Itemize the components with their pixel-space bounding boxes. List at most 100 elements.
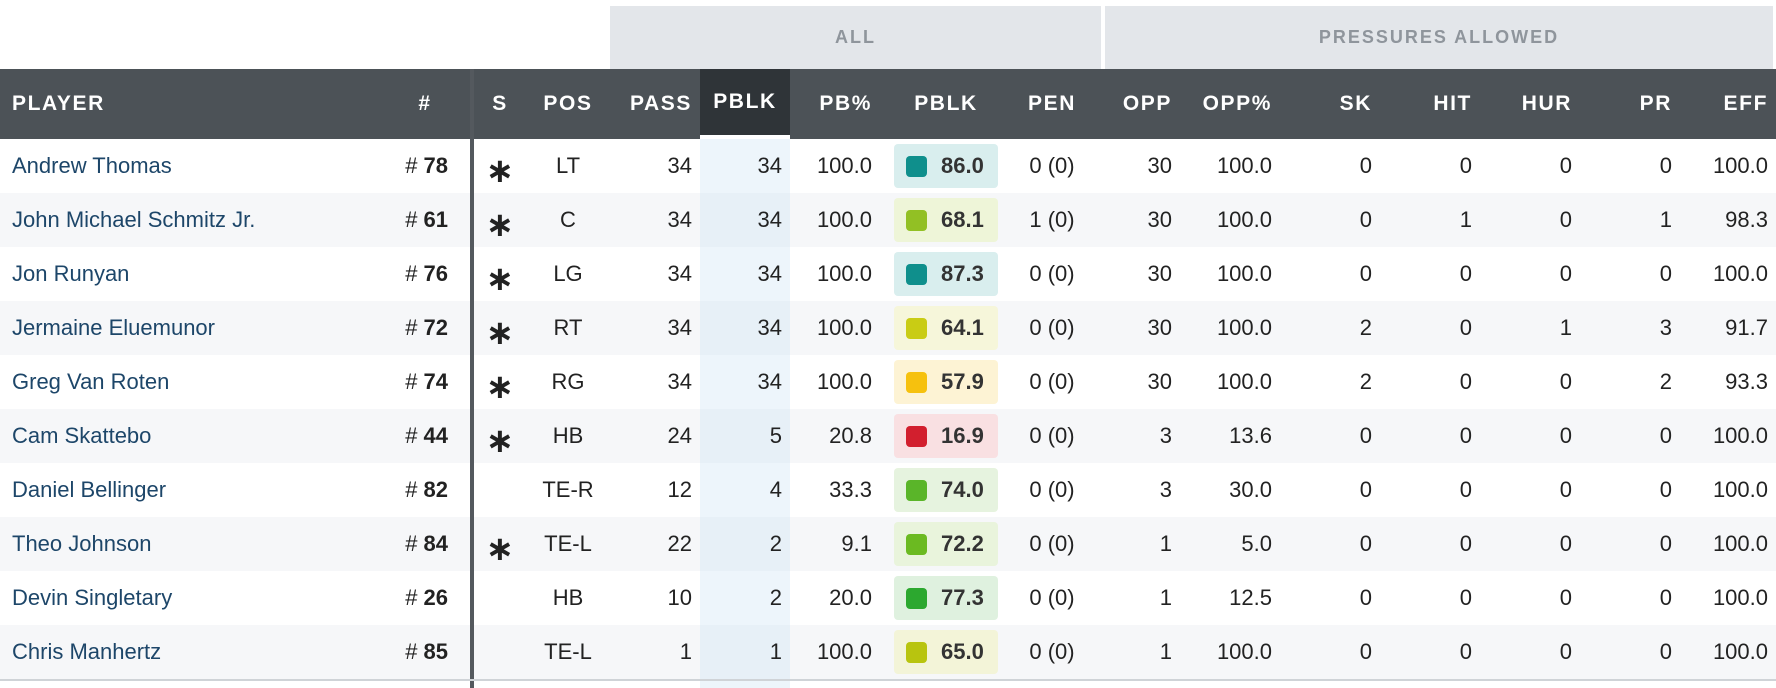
player-name-link[interactable]: Greg Van Roten xyxy=(12,369,170,394)
starter-marker: ∗ xyxy=(485,314,515,352)
starter-marker: ∗ xyxy=(485,206,515,244)
starter-marker xyxy=(474,571,526,625)
pb-pct: 100.0 xyxy=(816,207,872,232)
col-header-sk[interactable]: SK xyxy=(1339,92,1372,115)
player-name-link[interactable]: Jon Runyan xyxy=(12,261,130,286)
pass-snaps: 10 xyxy=(667,585,692,610)
penalties: 0 (0) xyxy=(1029,585,1075,610)
table-header: PLAYER # S POS PASS PBLK PB% PBLK PEN OP… xyxy=(0,69,1776,139)
opp: 1 xyxy=(1159,639,1172,664)
penalties: 0 (0) xyxy=(1029,531,1075,556)
starter-marker xyxy=(474,625,526,679)
col-header-pass[interactable]: PASS xyxy=(629,92,692,115)
pb-pct: 9.1 xyxy=(841,531,872,556)
table-row: Daniel Bellinger #82 TE-R 12 4 33.3 74.0… xyxy=(0,463,1776,517)
hits: 0 xyxy=(1459,369,1472,394)
efficiency: 98.3 xyxy=(1725,207,1768,232)
sorted-cell-bg xyxy=(700,355,790,409)
pblk-snaps: 34 xyxy=(757,153,782,178)
col-header-number[interactable]: # xyxy=(418,92,432,115)
pb-pct: 100.0 xyxy=(816,369,872,394)
pblk-snaps: 34 xyxy=(757,261,782,286)
table-row: Andrew Thomas #78 ∗ LT 34 34 100.0 86.0 … xyxy=(0,139,1776,193)
opp: 30 xyxy=(1147,315,1172,340)
table-row: Chris Manhertz #85 TE-L 1 1 100.0 65.0 0… xyxy=(0,625,1776,679)
pblk-snaps: 5 xyxy=(769,423,782,448)
hurries: 0 xyxy=(1559,531,1572,556)
player-name-link[interactable]: Theo Johnson xyxy=(12,531,152,556)
pass-snaps: 24 xyxy=(667,423,692,448)
player-name-link[interactable]: Jermaine Eluemunor xyxy=(12,315,215,340)
pb-pct: 100.0 xyxy=(816,153,872,178)
grade-color-square xyxy=(906,641,927,663)
pass-snaps: 34 xyxy=(667,369,692,394)
opp: 3 xyxy=(1159,423,1172,448)
grade-badge: 74.0 xyxy=(894,468,998,512)
hurries: 0 xyxy=(1559,639,1572,664)
hurries: 0 xyxy=(1559,369,1572,394)
sacks: 2 xyxy=(1359,369,1372,394)
jersey-number: #85 xyxy=(405,639,448,664)
opp-pct: 30.0 xyxy=(1229,477,1272,502)
starter-marker: ∗ xyxy=(485,368,515,406)
col-header-pblk-sorted[interactable]: PBLK xyxy=(700,69,790,139)
col-header-opp-pct[interactable]: OPP% xyxy=(1202,92,1272,115)
sorted-cell-bg xyxy=(700,193,790,247)
col-header-pos[interactable]: POS xyxy=(543,92,593,115)
penalties: 0 (0) xyxy=(1029,315,1075,340)
col-header-player[interactable]: PLAYER xyxy=(12,92,105,115)
sacks: 0 xyxy=(1359,477,1372,502)
sorted-cell-bg xyxy=(700,409,790,463)
col-header-pb-pct[interactable]: PB% xyxy=(819,92,872,115)
sorted-cell-bg xyxy=(700,463,790,517)
column-group-header: ALL PRESSURES ALLOWED xyxy=(0,6,1776,69)
pass-snaps: 34 xyxy=(667,153,692,178)
opp-pct: 5.0 xyxy=(1241,531,1272,556)
player-name-link[interactable]: Andrew Thomas xyxy=(12,153,172,178)
opp: 3 xyxy=(1159,477,1172,502)
player-name-link[interactable]: Daniel Bellinger xyxy=(12,477,167,502)
grade-color-square xyxy=(906,371,927,393)
col-header-hur[interactable]: HUR xyxy=(1521,92,1572,115)
player-name-link[interactable]: Devin Singletary xyxy=(12,585,173,610)
col-header-pblk-grade[interactable]: PBLK xyxy=(914,92,978,115)
pblk-snaps: 2 xyxy=(769,531,782,556)
penalties: 0 (0) xyxy=(1029,477,1075,502)
grade-value: 72.2 xyxy=(941,531,984,556)
col-header-pen[interactable]: PEN xyxy=(1028,92,1076,115)
hurries: 0 xyxy=(1559,585,1572,610)
grade-badge: 65.0 xyxy=(894,630,998,674)
starter-marker: ∗ xyxy=(485,422,515,460)
grade-value: 16.9 xyxy=(941,423,984,448)
position: HB xyxy=(552,423,584,448)
grade-badge: 16.9 xyxy=(894,414,998,458)
col-header-opp[interactable]: OPP xyxy=(1122,92,1172,115)
hits: 1 xyxy=(1459,207,1472,232)
player-name-link[interactable]: Chris Manhertz xyxy=(12,639,162,664)
efficiency: 100.0 xyxy=(1712,261,1768,286)
sacks: 0 xyxy=(1359,531,1372,556)
pass-snaps: 12 xyxy=(667,477,692,502)
pb-pct: 100.0 xyxy=(816,639,872,664)
opp-pct: 100.0 xyxy=(1216,315,1272,340)
pressures: 0 xyxy=(1659,585,1672,610)
col-header-pr[interactable]: PR xyxy=(1639,92,1672,115)
player-name-link[interactable]: John Michael Schmitz Jr. xyxy=(12,207,256,232)
efficiency: 100.0 xyxy=(1712,531,1768,556)
col-header-hit[interactable]: HIT xyxy=(1433,92,1472,115)
grade-color-square xyxy=(906,533,927,555)
grade-value: 87.3 xyxy=(941,261,984,286)
hurries: 0 xyxy=(1559,423,1572,448)
pblk-snaps: 2 xyxy=(769,585,782,610)
col-header-starter[interactable]: S xyxy=(492,92,508,115)
pblk-snaps: 1 xyxy=(769,639,782,664)
player-name-link[interactable]: Cam Skattebo xyxy=(12,423,152,448)
sorted-cell-bg xyxy=(700,247,790,301)
col-header-eff[interactable]: EFF xyxy=(1723,92,1768,115)
hurries: 1 xyxy=(1559,315,1572,340)
starter-marker xyxy=(474,463,526,517)
pblk-snaps: 34 xyxy=(757,369,782,394)
sorted-cell-bg xyxy=(700,301,790,355)
hurries: 0 xyxy=(1559,477,1572,502)
starter-marker: ∗ xyxy=(485,530,515,568)
